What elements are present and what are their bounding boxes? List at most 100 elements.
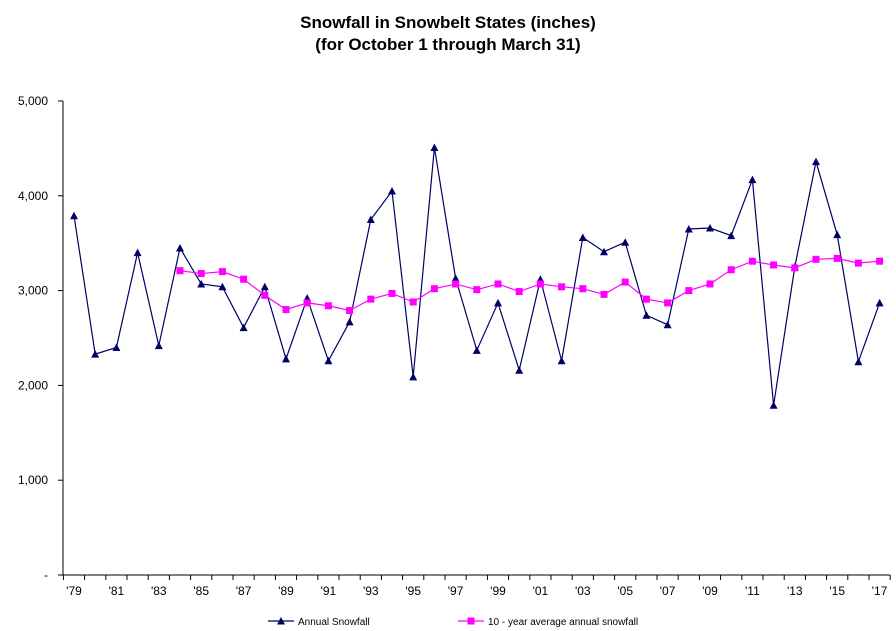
series-line-ten-year-average [179, 257, 880, 312]
data-point-annual-snowfall [409, 372, 418, 381]
data-point-ten-year-average [770, 261, 778, 269]
data-point-ten-year-average [664, 299, 672, 307]
data-point-annual-snowfall [663, 320, 672, 329]
x-tick-label: '85 [193, 584, 209, 598]
chart-subtitle: (for October 1 through March 31) [315, 35, 581, 54]
chart-title: Snowfall in Snowbelt States (inches) (fo… [0, 12, 896, 56]
data-point-annual-snowfall [557, 356, 566, 365]
data-point-annual-snowfall [621, 238, 630, 246]
x-tick-label: '99 [490, 584, 506, 598]
data-point-annual-snowfall [133, 248, 142, 257]
legend-label-ten-year-average: 10 - year average annual snowfall [488, 617, 638, 628]
data-point-ten-year-average [473, 286, 481, 294]
x-tick-label: '15 [829, 584, 845, 598]
data-point-annual-snowfall [642, 311, 651, 319]
data-point-annual-snowfall [748, 175, 757, 184]
data-point-ten-year-average [706, 280, 714, 288]
data-point-annual-snowfall [282, 354, 290, 363]
x-tick-label: '11 [745, 584, 760, 598]
data-point-ten-year-average [218, 268, 226, 276]
data-point-ten-year-average [261, 291, 269, 299]
data-point-ten-year-average [240, 275, 248, 283]
data-point-ten-year-average [791, 264, 799, 272]
data-point-ten-year-average [324, 302, 332, 310]
data-point-ten-year-average [642, 295, 650, 303]
data-point-annual-snowfall [769, 401, 778, 409]
data-point-ten-year-average [197, 270, 205, 278]
x-tick-label: '97 [448, 584, 464, 598]
data-point-annual-snowfall [875, 298, 884, 307]
data-point-annual-snowfall [706, 224, 714, 232]
x-tick-label: '03 [575, 584, 591, 598]
data-point-ten-year-average [727, 266, 735, 274]
x-tick-label: '91 [321, 584, 337, 598]
data-point-annual-snowfall [578, 233, 587, 242]
data-point-ten-year-average [367, 295, 375, 303]
data-point-annual-snowfall [91, 350, 100, 358]
data-point-annual-snowfall [366, 215, 375, 223]
x-tick-label: '17 [872, 584, 888, 598]
x-tick-label: '93 [363, 584, 379, 598]
data-point-annual-snowfall [112, 343, 121, 351]
data-point-ten-year-average [536, 280, 544, 288]
data-point-ten-year-average [409, 298, 417, 306]
data-point-annual-snowfall [833, 230, 842, 239]
data-point-ten-year-average [282, 306, 290, 314]
data-point-annual-snowfall [324, 356, 333, 365]
data-point-annual-snowfall [472, 346, 481, 354]
x-tick-label: '79 [66, 584, 82, 598]
x-tick-label: '07 [660, 584, 676, 598]
data-point-annual-snowfall [70, 211, 78, 220]
data-point-annual-snowfall [176, 243, 184, 252]
x-tick-label: '09 [702, 584, 718, 598]
data-point-ten-year-average [515, 288, 523, 296]
data-point-annual-snowfall [854, 357, 863, 366]
x-tick-label: '05 [617, 584, 633, 598]
x-tick-label: '89 [278, 584, 294, 598]
data-point-ten-year-average [346, 307, 354, 315]
data-point-annual-snowfall [812, 157, 820, 166]
data-point-ten-year-average [685, 287, 693, 295]
x-tick-label: '81 [109, 584, 125, 598]
y-tick-label: 1,000 [18, 473, 48, 487]
data-point-annual-snowfall [239, 323, 248, 332]
data-point-ten-year-average [748, 257, 756, 265]
data-point-annual-snowfall [430, 143, 439, 151]
x-tick-label: '95 [405, 584, 421, 598]
data-point-annual-snowfall [515, 366, 524, 374]
chart-title-line1: Snowfall in Snowbelt States (inches) [300, 13, 596, 32]
data-point-ten-year-average [812, 255, 820, 263]
data-point-ten-year-average [854, 259, 862, 267]
data-point-annual-snowfall [197, 279, 206, 288]
data-point-annual-snowfall [260, 282, 269, 291]
data-point-annual-snowfall [451, 274, 460, 282]
data-point-annual-snowfall [154, 341, 163, 350]
data-point-annual-snowfall [600, 247, 608, 256]
x-tick-label: '87 [236, 584, 252, 598]
y-tick-label: 2,000 [18, 378, 48, 392]
y-tick-label: 3,000 [18, 284, 48, 298]
data-point-ten-year-average [600, 290, 608, 298]
x-tick-label: '83 [151, 584, 167, 598]
series-line-annual-snowfall [73, 147, 881, 406]
legend-label-annual-snowfall: Annual Snowfall [298, 617, 370, 628]
data-point-annual-snowfall [684, 224, 693, 233]
data-point-annual-snowfall [494, 298, 502, 307]
x-tick-label: '01 [533, 584, 549, 598]
data-point-ten-year-average [494, 280, 502, 288]
data-point-annual-snowfall [388, 187, 396, 195]
y-tick-label: 5,000 [18, 94, 48, 108]
x-tick-label: '13 [787, 584, 803, 598]
data-point-annual-snowfall [218, 282, 227, 291]
data-point-ten-year-average [388, 289, 396, 297]
data-point-ten-year-average [452, 280, 460, 288]
data-point-ten-year-average [833, 254, 841, 262]
data-point-ten-year-average [558, 283, 566, 291]
y-tick-label: 4,000 [18, 189, 48, 203]
legend-marker-ten-year-average [467, 617, 475, 625]
data-point-ten-year-average [876, 257, 884, 265]
data-point-ten-year-average [579, 285, 587, 293]
data-point-annual-snowfall [345, 317, 354, 326]
data-point-ten-year-average [621, 278, 629, 286]
